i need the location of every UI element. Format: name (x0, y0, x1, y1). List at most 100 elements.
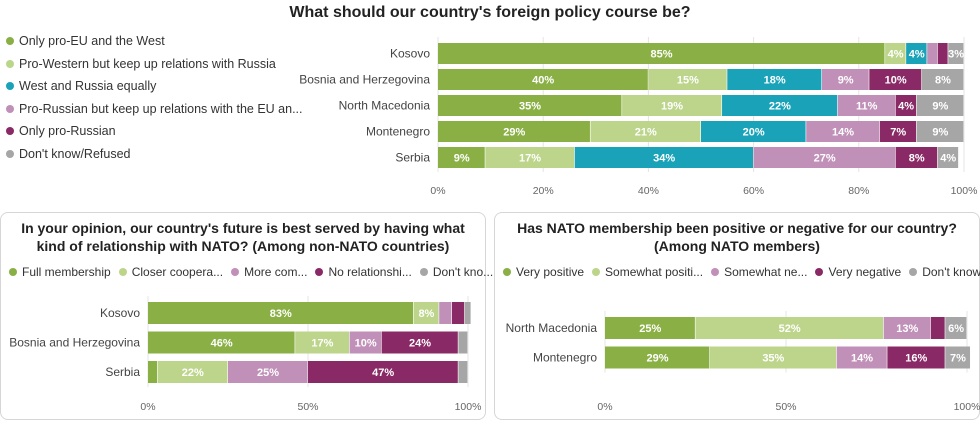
data-label: 9% (454, 153, 470, 165)
bar-segment (308, 361, 458, 383)
category-label: North Macedonia (506, 321, 598, 335)
legend-item[interactable]: Only pro-EU and the West (6, 30, 302, 53)
data-label: 17% (311, 338, 333, 350)
legend-swatch (503, 268, 511, 276)
legend-label: Only pro-EU and the West (19, 34, 165, 49)
legend-item[interactable]: Don't know... (909, 265, 980, 279)
legend-item[interactable]: Somewhat ne... (711, 265, 807, 279)
legend-item[interactable]: Don't know/Refused (6, 143, 302, 166)
legend-item[interactable]: West and Russia equally (6, 75, 302, 98)
nato-membership-bar-chart: 0% 50% 100% North Macedonia 25% 52% 13% 6% Monte… (506, 311, 980, 413)
legend-item[interactable]: Somewhat positi... (592, 265, 703, 279)
x-tick-label: 40% (638, 185, 659, 197)
data-label: 17% (519, 153, 541, 165)
bar-segment (937, 147, 959, 168)
legend-label: West and Russia equally (19, 79, 157, 94)
data-label: 83% (270, 308, 292, 320)
bar-segment (906, 43, 927, 64)
legend-label: No relationshi... (328, 265, 412, 279)
data-label: 7% (890, 127, 906, 139)
chart-title: What should our country's foreign policy… (289, 4, 691, 21)
bar-segment (452, 302, 465, 324)
legend-swatch (6, 59, 14, 68)
bar-segment (648, 69, 727, 90)
bar-segment (574, 147, 753, 168)
legend-label: Very negative (828, 265, 902, 279)
x-tick-label: 0% (140, 401, 155, 413)
bar-segment (590, 121, 701, 142)
bar-segment (295, 331, 349, 354)
bar-segment (806, 121, 880, 142)
legend-label: Don't know/Refused (19, 146, 131, 161)
bar-segment (701, 121, 806, 142)
foreign-policy-chart-panel: What should our country's foreign policy… (6, 4, 978, 197)
foreign-policy-bar-chart: 0% 20% 40% 60% 80% 100% Kosovo 85% 4% 4% 3% Bosnia … (299, 37, 978, 197)
bar-segment (885, 43, 906, 64)
bar-segment (228, 361, 308, 383)
x-tick-label: 100% (951, 185, 978, 197)
nato-relationship-bar-chart: 0% 50% 100% Kosovo 83% 8% Bosnia and Herzegovi… (9, 296, 482, 413)
bar-segment (927, 43, 938, 64)
bar-segment (948, 43, 964, 64)
bar-segment (879, 121, 917, 142)
chart-legend: Very positive Somewhat positi... Somewha… (503, 265, 980, 279)
data-label: 4% (888, 49, 904, 61)
category-label: Serbia (395, 151, 430, 165)
bar-segment (930, 317, 945, 339)
legend-swatch (815, 268, 824, 276)
legend-item[interactable]: Pro-Western but keep up relations with R… (6, 53, 302, 76)
bar-segment (837, 95, 896, 116)
bar-segment (836, 346, 887, 369)
data-label: 24% (409, 338, 431, 350)
data-label: 29% (646, 353, 668, 365)
category-label: Kosovo (390, 47, 430, 61)
legend-item[interactable]: Don't kno... (419, 265, 494, 279)
legend-label: Don't know... (922, 265, 980, 279)
data-label: 25% (257, 367, 279, 379)
data-label: 25% (639, 323, 661, 335)
category-label: Bosnia and Herzegovina (299, 73, 430, 87)
bar-segment (887, 346, 945, 369)
data-label: 14% (851, 353, 873, 365)
legend-item[interactable]: Very positive (503, 265, 584, 279)
bar-segment (157, 361, 228, 383)
legend-item[interactable]: Full membership (9, 265, 111, 279)
legend-item[interactable]: No relationshi... (315, 265, 412, 279)
data-label: 20% (743, 127, 765, 139)
bar-segment (438, 69, 648, 90)
legend-label: Don't kno... (432, 265, 494, 279)
data-label: 3% (948, 49, 964, 61)
data-label: 8% (418, 308, 434, 320)
data-label: 85% (651, 49, 673, 61)
bar-segment (727, 69, 822, 90)
legend-item[interactable]: More com... (231, 265, 307, 279)
data-label: 10% (355, 338, 377, 350)
legend-label: Very positive (516, 265, 585, 279)
chart-legend: Full membership Closer coopera... More c… (9, 265, 493, 279)
bar-segment (458, 361, 468, 383)
data-label: 9% (932, 127, 948, 139)
legend-item[interactable]: Only pro-Russian (6, 120, 302, 143)
nato-membership-chart-panel: Has NATO membership been positive or neg… (494, 212, 980, 420)
legend-swatch (6, 127, 14, 136)
legend-swatch (419, 268, 428, 276)
legend-item[interactable]: Very negative (815, 265, 901, 279)
bar-segment (916, 121, 964, 142)
bar-segment (895, 147, 938, 168)
data-label: 13% (896, 323, 918, 335)
x-tick-label: 0% (597, 401, 612, 413)
legend-item[interactable]: Pro-Russian but keep up relations with t… (6, 98, 302, 121)
data-label: 7% (950, 353, 966, 365)
legend-item[interactable]: Closer coopera... (118, 265, 223, 279)
x-tick-label: 100% (455, 401, 482, 413)
legend-swatch (711, 268, 720, 276)
data-label: 4% (898, 101, 914, 113)
bar-segment (438, 43, 885, 64)
bar-segment (869, 69, 922, 90)
category-label: Montenegro (533, 351, 597, 365)
bar-segment (464, 302, 471, 324)
legend-swatch (231, 268, 240, 276)
x-tick-label: 100% (954, 401, 980, 413)
data-label: 14% (832, 127, 854, 139)
data-label: 9% (932, 101, 948, 113)
